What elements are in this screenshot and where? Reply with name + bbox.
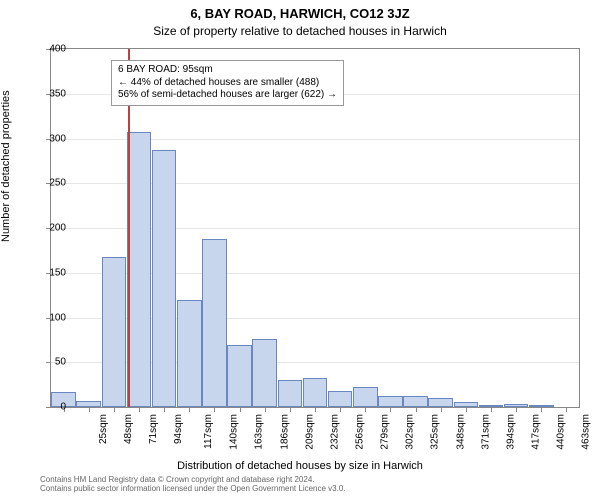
- histogram-bar: [152, 150, 177, 407]
- x-tick-mark: [441, 408, 442, 412]
- title-address: 6, BAY ROAD, HARWICH, CO12 3JZ: [0, 6, 600, 21]
- x-tick-label: 348sqm: [455, 414, 466, 450]
- histogram-bar: [177, 300, 202, 407]
- x-tick-label: 302sqm: [405, 414, 416, 450]
- x-tick-label: 163sqm: [254, 414, 265, 450]
- x-tick-mark: [189, 408, 190, 412]
- y-tick-label: 300: [36, 133, 66, 144]
- x-tick-label: 71sqm: [148, 414, 159, 444]
- y-tick-label: 100: [36, 312, 66, 323]
- histogram-bar: [102, 257, 127, 407]
- histogram-bar: [328, 391, 353, 407]
- x-tick-label: 186sqm: [279, 414, 290, 450]
- y-axis-label: Number of detached properties: [0, 230, 12, 242]
- histogram-bar: [403, 396, 428, 407]
- x-tick-mark: [114, 408, 115, 412]
- credits-line1: Contains HM Land Registry data © Crown c…: [40, 475, 580, 485]
- annotation-line2: ← 44% of detached houses are smaller (48…: [118, 77, 337, 90]
- x-tick-mark: [315, 408, 316, 412]
- y-tick-label: 200: [36, 223, 66, 234]
- histogram-bar: [127, 132, 152, 407]
- x-tick-mark: [340, 408, 341, 412]
- y-tick-label: 350: [36, 88, 66, 99]
- x-tick-label: 232sqm: [329, 414, 340, 450]
- x-tick-mark: [390, 408, 391, 412]
- x-tick-mark: [164, 408, 165, 412]
- x-tick-mark: [541, 408, 542, 412]
- x-tick-mark: [466, 408, 467, 412]
- histogram-bar: [428, 398, 453, 407]
- histogram-bar: [479, 405, 504, 407]
- x-tick-label: 209sqm: [304, 414, 315, 450]
- x-tick-label: 325sqm: [430, 414, 441, 450]
- x-tick-label: 48sqm: [123, 414, 134, 444]
- x-tick-mark: [89, 408, 90, 412]
- annotation-line3: 56% of semi-detached houses are larger (…: [118, 89, 337, 102]
- x-tick-label: 371sqm: [480, 414, 491, 450]
- chart-subtitle: Size of property relative to detached ho…: [0, 24, 600, 38]
- x-tick-mark: [365, 408, 366, 412]
- y-tick-label: 150: [36, 267, 66, 278]
- y-tick-label: 0: [36, 402, 66, 413]
- x-tick-label: 394sqm: [505, 414, 516, 450]
- x-tick-label: 463sqm: [581, 414, 592, 450]
- histogram-bar: [76, 401, 101, 407]
- x-tick-label: 440sqm: [556, 414, 567, 450]
- histogram-bar: [252, 339, 277, 407]
- credits-block: Contains HM Land Registry data © Crown c…: [40, 475, 580, 494]
- histogram-bar: [303, 378, 328, 407]
- y-tick-label: 400: [36, 44, 66, 55]
- histogram-bar: [353, 387, 378, 407]
- x-tick-label: 279sqm: [380, 414, 391, 450]
- x-axis-label: Distribution of detached houses by size …: [0, 460, 600, 472]
- credits-line2: Contains public sector information licen…: [40, 484, 580, 494]
- histogram-bar: [278, 380, 303, 407]
- x-tick-mark: [214, 408, 215, 412]
- histogram-bar: [378, 396, 403, 407]
- y-tick-label: 50: [36, 357, 66, 368]
- x-tick-mark: [566, 408, 567, 412]
- chart-canvas: 6, BAY ROAD, HARWICH, CO12 3JZ Size of p…: [0, 0, 600, 500]
- histogram-bar: [454, 402, 479, 407]
- x-tick-mark: [491, 408, 492, 412]
- annotation-box: 6 BAY ROAD: 95sqm← 44% of detached house…: [111, 60, 344, 106]
- x-tick-mark: [265, 408, 266, 412]
- histogram-bar: [202, 239, 227, 407]
- x-tick-label: 94sqm: [173, 414, 184, 444]
- x-tick-label: 140sqm: [229, 414, 240, 450]
- histogram-bar: [227, 345, 252, 407]
- x-tick-label: 256sqm: [355, 414, 366, 450]
- y-tick-label: 250: [36, 178, 66, 189]
- x-tick-mark: [290, 408, 291, 412]
- x-tick-label: 117sqm: [203, 414, 214, 449]
- histogram-bar: [529, 405, 554, 407]
- x-tick-label: 25sqm: [98, 414, 109, 444]
- x-tick-mark: [516, 408, 517, 412]
- plot-area: 6 BAY ROAD: 95sqm← 44% of detached house…: [50, 48, 580, 408]
- x-tick-mark: [416, 408, 417, 412]
- annotation-line1: 6 BAY ROAD: 95sqm: [118, 64, 337, 77]
- histogram-bar: [504, 404, 529, 407]
- x-tick-mark: [139, 408, 140, 412]
- x-tick-label: 417sqm: [531, 414, 542, 450]
- x-tick-mark: [240, 408, 241, 412]
